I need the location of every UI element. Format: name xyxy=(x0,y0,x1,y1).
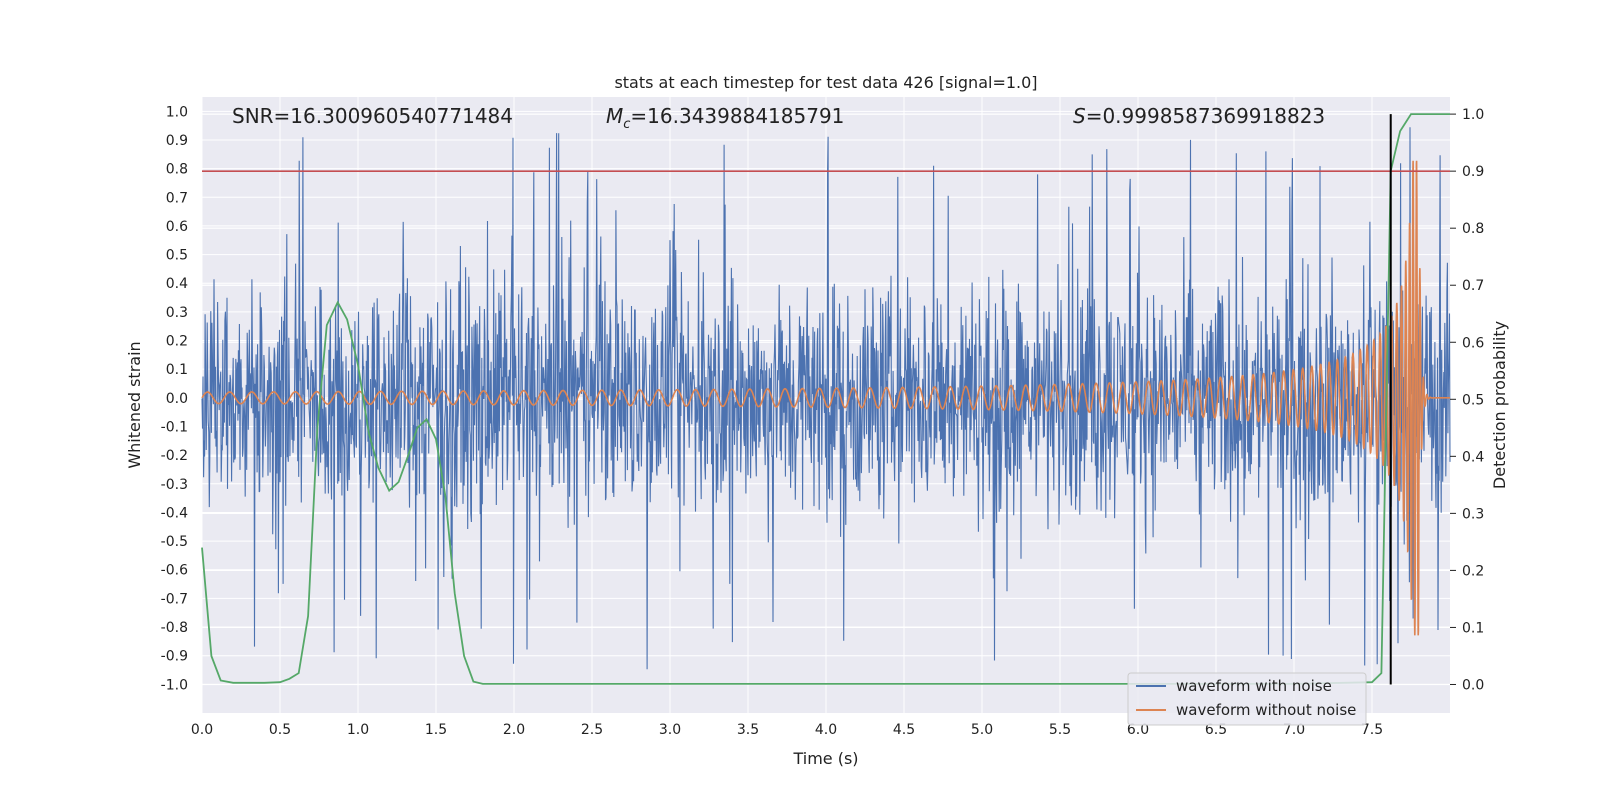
y-tick-label: 1.0 xyxy=(166,104,188,120)
x-tick-label: 2.5 xyxy=(581,722,603,738)
y2-tick-label: 0.7 xyxy=(1462,278,1484,294)
y2-tick-label: 0.2 xyxy=(1462,563,1484,579)
y2-tick-label: 0.3 xyxy=(1462,506,1484,522)
x-axis-label: Time (s) xyxy=(792,749,858,768)
x-tick-labels: 0.0 0.5 1.0 1.5 2.0 2.5 3.0 3.5 4.0 4.5 5.0 5.5 6.0 6… xyxy=(191,722,1383,738)
x-tick-label: 0.0 xyxy=(191,722,213,738)
y2-tick-label: 0.6 xyxy=(1462,335,1484,351)
y-tick-label: -0.7 xyxy=(161,591,188,607)
series-waveform-without-noise xyxy=(201,160,1450,636)
y-tick-label: 0.3 xyxy=(166,305,188,321)
y-tick-labels: 1.0 0.9 0.8 0.7 0.6 0.5 0.4 0.3 0.2 0.1 0.0 -0.1 -0.… xyxy=(161,104,188,693)
x-tick-label: 0.5 xyxy=(269,722,291,738)
y2-tick-label: 0.9 xyxy=(1462,164,1484,180)
y2-tick-label: 0.5 xyxy=(1462,392,1484,408)
y2-tick-label: 0.0 xyxy=(1462,677,1484,693)
y-tick-label: -0.2 xyxy=(161,448,188,464)
x-tick-label: 7.5 xyxy=(1361,722,1383,738)
legend-box xyxy=(1127,672,1367,726)
y-tick-label: -0.1 xyxy=(161,419,188,435)
y2-tick-label: 1.0 xyxy=(1462,107,1484,123)
x-tick-label: 3.0 xyxy=(659,722,681,738)
y2-tick-label: 0.4 xyxy=(1462,449,1484,465)
y-tick-label: 0.9 xyxy=(166,133,188,149)
x-tick-label: 1.5 xyxy=(425,722,447,738)
legend-label-noisy: waveform with noise xyxy=(1176,677,1332,695)
y-tick-label: 0.7 xyxy=(166,190,188,206)
chirp-mass-annotation: Mc=16.3439884185791 xyxy=(606,104,844,132)
snr-annotation: SNR=16.300960540771484 xyxy=(232,104,513,128)
x-tick-label: 1.0 xyxy=(347,722,369,738)
y-tick-label: -0.8 xyxy=(161,620,188,636)
y-tick-label: 0.2 xyxy=(166,334,188,350)
chart-title: stats at each timestep for test data 426… xyxy=(614,73,1037,92)
y-tick-label: 0.0 xyxy=(166,391,188,407)
y-axis-label: Whitened strain xyxy=(125,341,144,468)
noisy-strain-line xyxy=(201,127,1451,670)
y-tick-label: 0.5 xyxy=(166,248,188,264)
legend-label-clean: waveform without noise xyxy=(1176,701,1356,719)
x-tick-label: 6.5 xyxy=(1205,722,1227,738)
x-tick-label: 6.0 xyxy=(1127,722,1149,738)
x-tick-label: 4.5 xyxy=(893,722,915,738)
y2-axis-label: Detection probability xyxy=(1490,321,1509,489)
y-tick-label: 0.6 xyxy=(166,219,188,235)
series-waveform-with-noise xyxy=(201,127,1451,670)
y-tick-label: -0.6 xyxy=(161,563,188,579)
y2-tick-label: 0.8 xyxy=(1462,221,1484,237)
y-tick-label: -0.5 xyxy=(161,534,188,550)
x-tick-label: 5.0 xyxy=(971,722,993,738)
y2-tick-label: 0.1 xyxy=(1462,620,1484,636)
y-tick-label: 0.8 xyxy=(166,162,188,178)
clean-chirp-line xyxy=(201,160,1450,636)
y-tick-label: 0.4 xyxy=(166,276,188,292)
x-tick-label: 3.5 xyxy=(737,722,759,738)
x-tick-label: 5.5 xyxy=(1049,722,1071,738)
y-tick-label: -0.4 xyxy=(161,505,188,521)
y-tick-label: -1.0 xyxy=(161,677,188,693)
x-tick-label: 4.0 xyxy=(815,722,837,738)
y2-tick-labels: 1.0 0.9 0.8 0.7 0.6 0.5 0.4 0.3 0.2 0.1 0.0 xyxy=(1450,107,1484,693)
y-tick-label: -0.3 xyxy=(161,477,188,493)
y-tick-label: -0.9 xyxy=(161,649,188,665)
legend: waveform with noise waveform without noi… xyxy=(1127,672,1367,726)
x-tick-label: 7.0 xyxy=(1283,722,1305,738)
y-tick-label: 0.1 xyxy=(166,362,188,378)
score-annotation: S=0.9998587369918823 xyxy=(1073,104,1325,128)
x-tick-label: 2.0 xyxy=(503,722,525,738)
